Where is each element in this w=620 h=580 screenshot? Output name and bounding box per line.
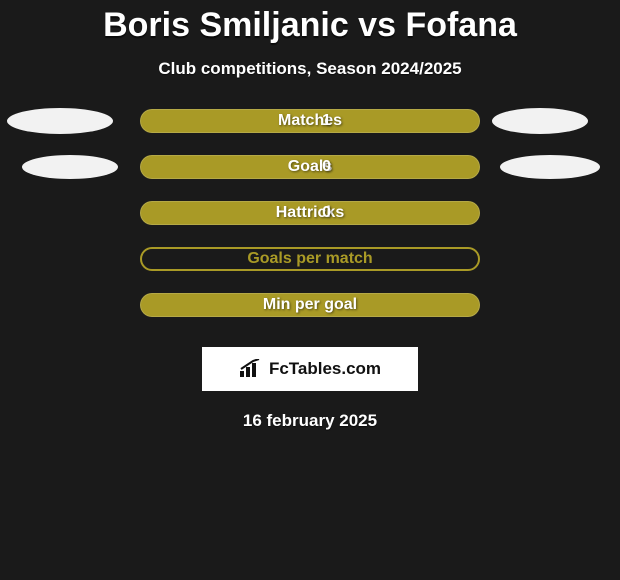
- right-ellipse-icon: [492, 108, 588, 134]
- source-badge: FcTables.com: [202, 347, 418, 391]
- stats-chart: Matches 1 Goals 0 Hattricks 0: [0, 109, 620, 339]
- stat-label: Goals per match: [142, 247, 478, 271]
- page-title: Boris Smiljanic vs Fofana: [0, 0, 620, 45]
- stat-bar: Matches 1: [140, 109, 480, 133]
- stat-bar: Hattricks 0: [140, 201, 480, 225]
- stat-label: Goals: [141, 155, 479, 179]
- stat-value-right: 1: [322, 109, 331, 133]
- stat-label: Hattricks: [141, 201, 479, 225]
- left-ellipse-icon: [7, 108, 113, 134]
- stat-row: Hattricks 0: [0, 201, 620, 247]
- stat-bar: Goals 0: [140, 155, 480, 179]
- stat-row: Goals per match: [0, 247, 620, 293]
- stat-bar: Min per goal: [140, 293, 480, 317]
- stat-label: Matches: [141, 109, 479, 133]
- bar-chart-icon: [239, 359, 263, 379]
- stat-row: Min per goal: [0, 293, 620, 339]
- source-label: FcTables.com: [269, 359, 381, 379]
- date-label: 16 february 2025: [0, 411, 620, 431]
- right-ellipse-icon: [500, 155, 600, 179]
- subtitle: Club competitions, Season 2024/2025: [0, 59, 620, 79]
- stat-value-right: 0: [322, 201, 331, 225]
- comparison-infographic: Boris Smiljanic vs Fofana Club competiti…: [0, 0, 620, 580]
- stat-label: Min per goal: [141, 293, 479, 317]
- stat-row: Matches 1: [0, 109, 620, 155]
- stat-bar: Goals per match: [140, 247, 480, 271]
- stat-value-right: 0: [322, 155, 331, 179]
- left-ellipse-icon: [22, 155, 118, 179]
- stat-row: Goals 0: [0, 155, 620, 201]
